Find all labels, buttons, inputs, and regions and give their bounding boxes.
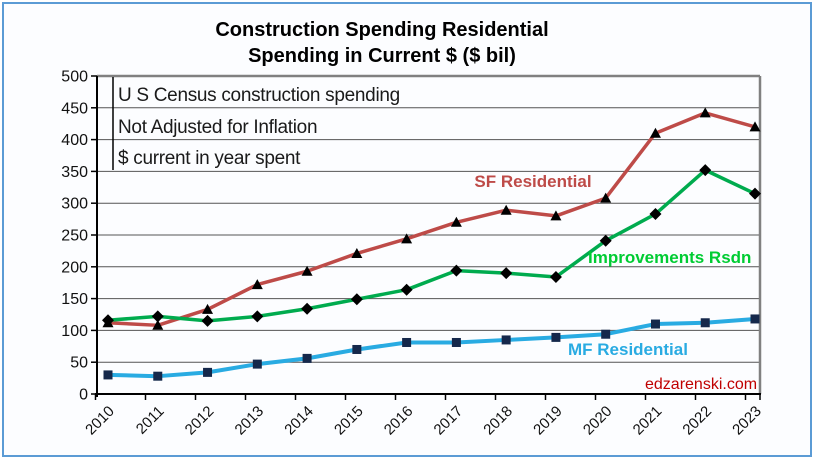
- marker-square: [650, 319, 660, 329]
- marker-diamond: [350, 293, 363, 306]
- x-tick-label: 2019: [530, 403, 566, 439]
- x-tick-label: 2014: [281, 403, 317, 439]
- marker-square: [153, 371, 163, 381]
- annotation-line-1: U S Census construction spending: [118, 85, 400, 106]
- y-tick-label: 300: [61, 196, 88, 213]
- series-label-sf-residential: SF Residential: [474, 172, 591, 191]
- series-line-improvements-rsdn: [106, 168, 757, 323]
- marker-square: [252, 359, 262, 369]
- marker-triangle: [251, 279, 263, 290]
- series-line-sf-residential: [106, 111, 757, 328]
- marker-square: [501, 335, 511, 345]
- marker-diamond: [102, 314, 114, 327]
- y-tick-label: 50: [70, 355, 88, 372]
- marker-diamond: [649, 208, 662, 221]
- marker-triangle: [550, 210, 562, 221]
- marker-square: [352, 344, 362, 354]
- x-tick-label: 2018: [480, 403, 516, 439]
- marker-diamond: [151, 310, 164, 323]
- annotation-line-3: $ current in year spent: [118, 148, 301, 169]
- marker-diamond: [549, 270, 562, 283]
- marker-square: [601, 329, 611, 339]
- y-tick-label: 150: [61, 291, 88, 308]
- marker-diamond: [251, 310, 264, 323]
- x-tick-label: 2016: [381, 403, 417, 439]
- marker-triangle: [699, 107, 711, 118]
- marker-triangle: [301, 265, 313, 276]
- y-tick-label: 200: [61, 259, 88, 276]
- marker-square: [203, 367, 213, 377]
- x-tick-label: 2017: [431, 403, 467, 439]
- marker-triangle: [500, 204, 512, 215]
- marker-square: [103, 370, 113, 380]
- chart-title-line1: Construction Spending Residential: [215, 19, 549, 41]
- marker-diamond: [599, 234, 612, 247]
- series-line-mf-residential: [106, 316, 758, 379]
- x-tick-label: 2020: [580, 403, 616, 439]
- marker-triangle: [401, 233, 413, 244]
- marker-square: [700, 318, 710, 328]
- series-label-improvements-rsdn: Improvements Rsdn: [588, 248, 751, 267]
- x-tick-label: 2011: [133, 403, 168, 438]
- marker-triangle: [351, 247, 363, 258]
- x-tick-label: 2015: [331, 403, 367, 439]
- marker-diamond: [699, 164, 712, 177]
- x-tick-label: 2012: [182, 403, 218, 439]
- marker-triangle: [152, 319, 164, 330]
- chart-title: Construction Spending Residential Spendi…: [0, 17, 764, 69]
- x-tick-label: 2023: [729, 403, 765, 439]
- marker-triangle: [649, 127, 661, 138]
- y-tick-label: 350: [61, 164, 88, 181]
- marker-square: [451, 337, 461, 347]
- marker-diamond: [450, 264, 463, 277]
- marker-square: [402, 337, 412, 347]
- y-tick-label: 500: [61, 69, 88, 86]
- marker-diamond: [500, 267, 513, 280]
- chart-title-line2: Spending in Current $ ($ bil): [248, 45, 516, 67]
- marker-triangle: [600, 192, 612, 203]
- y-tick-label: 400: [61, 132, 88, 149]
- marker-diamond: [201, 314, 214, 327]
- marker-square: [551, 332, 561, 342]
- x-tick-label: 2010: [82, 403, 118, 439]
- series-label-mf-residential: MF Residential: [568, 340, 688, 359]
- marker-triangle: [749, 121, 761, 132]
- annotation-line-2: Not Adjusted for Inflation: [118, 117, 317, 138]
- x-tick-label: 2022: [679, 403, 715, 439]
- x-tick-label: 2013: [232, 403, 268, 439]
- y-tick-label: 450: [61, 100, 88, 117]
- watermark: edzarenski.com: [645, 376, 757, 393]
- marker-square: [302, 353, 312, 363]
- marker-triangle: [202, 303, 214, 314]
- x-tick-label: 2021: [630, 403, 666, 439]
- marker-triangle: [450, 216, 462, 227]
- y-tick-label: 250: [61, 228, 88, 245]
- marker-square: [750, 314, 760, 324]
- marker-diamond: [749, 187, 762, 200]
- y-tick-label: 100: [61, 323, 88, 340]
- y-tick-label: 0: [79, 387, 88, 404]
- marker-diamond: [400, 283, 413, 296]
- marker-diamond: [301, 302, 314, 315]
